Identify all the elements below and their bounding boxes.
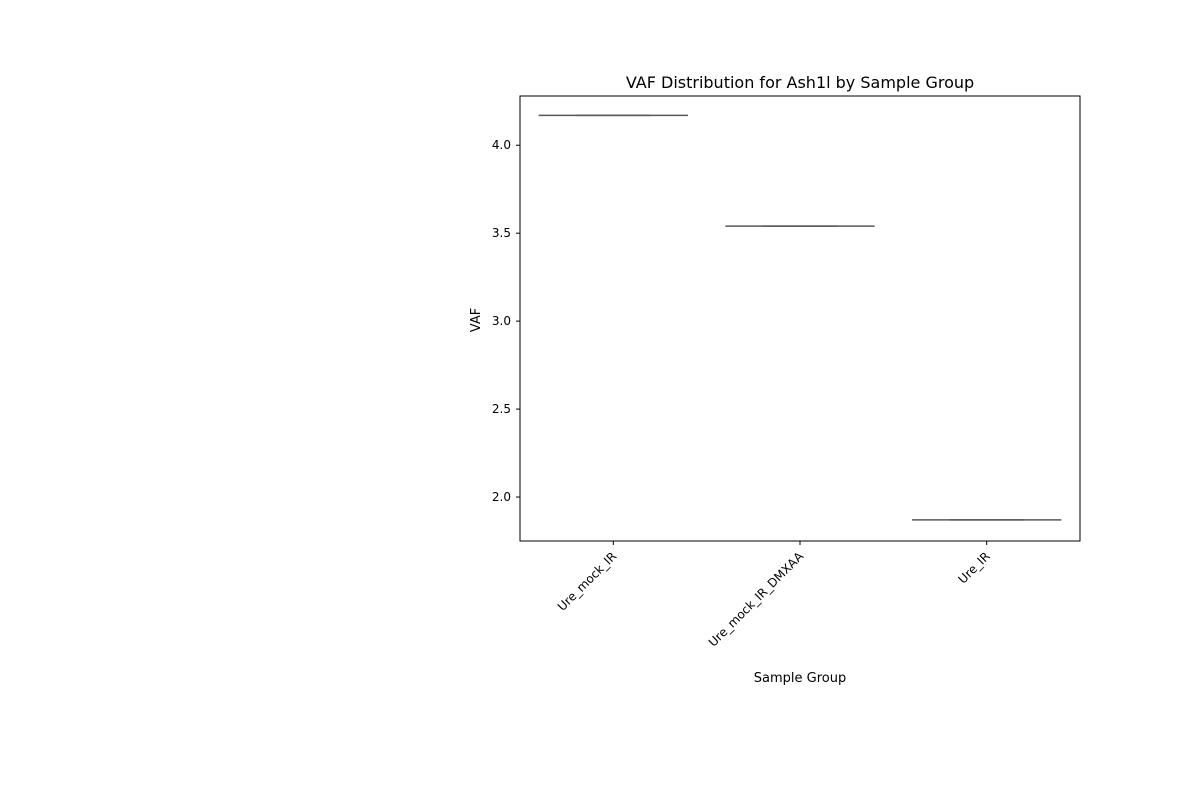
x-axis: Ure_mock_IR Ure_mock_IR_DMXAA Ure_IR <box>555 541 993 650</box>
box-series <box>538 114 1062 521</box>
y-tick-label: 3.5 <box>492 226 511 240</box>
y-axis-label: VAF <box>469 308 484 332</box>
x-tick-label: Ure_IR <box>956 549 993 586</box>
y-tick-label: 3.0 <box>492 314 511 328</box>
y-tick-label: 2.0 <box>492 490 511 504</box>
x-tick-label: Ure_mock_IR <box>555 549 620 614</box>
y-tick-label: 2.5 <box>492 402 511 416</box>
y-axis: 2.0 2.5 3.0 3.5 4.0 <box>492 138 520 504</box>
x-tick-label: Ure_mock_IR_DMXAA <box>706 549 807 650</box>
x-axis-label: Sample Group <box>754 671 846 686</box>
y-tick-label: 4.0 <box>492 138 511 152</box>
chart-title: VAF Distribution for Ash1l by Sample Gro… <box>626 73 974 92</box>
plot-frame <box>519 95 1081 542</box>
